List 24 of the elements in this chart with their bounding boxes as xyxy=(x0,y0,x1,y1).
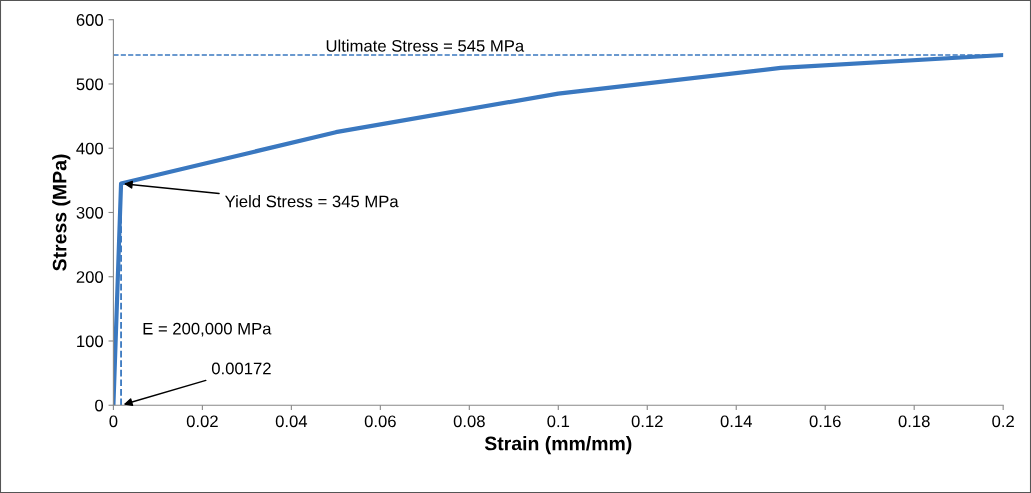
x-tick-label: 0.08 xyxy=(453,415,485,428)
annotation: E = 200,000 MPa xyxy=(143,322,272,337)
x-tick-label: 0.2 xyxy=(992,415,1014,428)
x-tick-label: 0.16 xyxy=(809,415,841,428)
x-tick-label: 0.06 xyxy=(364,415,396,428)
y-tick-label: 400 xyxy=(76,142,104,155)
y-tick-label: 0 xyxy=(95,399,104,412)
y-tick-label: 300 xyxy=(76,206,104,219)
annotation: Yield Stress = 345 MPa xyxy=(225,195,399,208)
x-tick-label: 0.02 xyxy=(186,415,218,428)
ref-line-label: Ultimate Stress = 545 MPa xyxy=(326,39,525,52)
x-tick-label: 0.14 xyxy=(720,415,752,428)
y-axis-title: Stress (MPa) xyxy=(52,154,71,271)
y-tick-label: 100 xyxy=(77,335,104,348)
y-tick-label: 200 xyxy=(76,271,104,283)
x-tick-label: 0.18 xyxy=(898,415,930,428)
x-axis-title: Strain (mm/mm) xyxy=(484,436,632,455)
x-tick-label: 0.1 xyxy=(547,415,570,428)
y-tick-label: 500 xyxy=(76,78,104,91)
x-tick-label: 0.04 xyxy=(275,415,308,428)
x-tick-label: 0 xyxy=(109,415,118,428)
annotation: 0.00172 xyxy=(211,362,271,375)
x-tick-label: 0.12 xyxy=(631,415,663,428)
y-tick-label: 600 xyxy=(76,14,104,26)
